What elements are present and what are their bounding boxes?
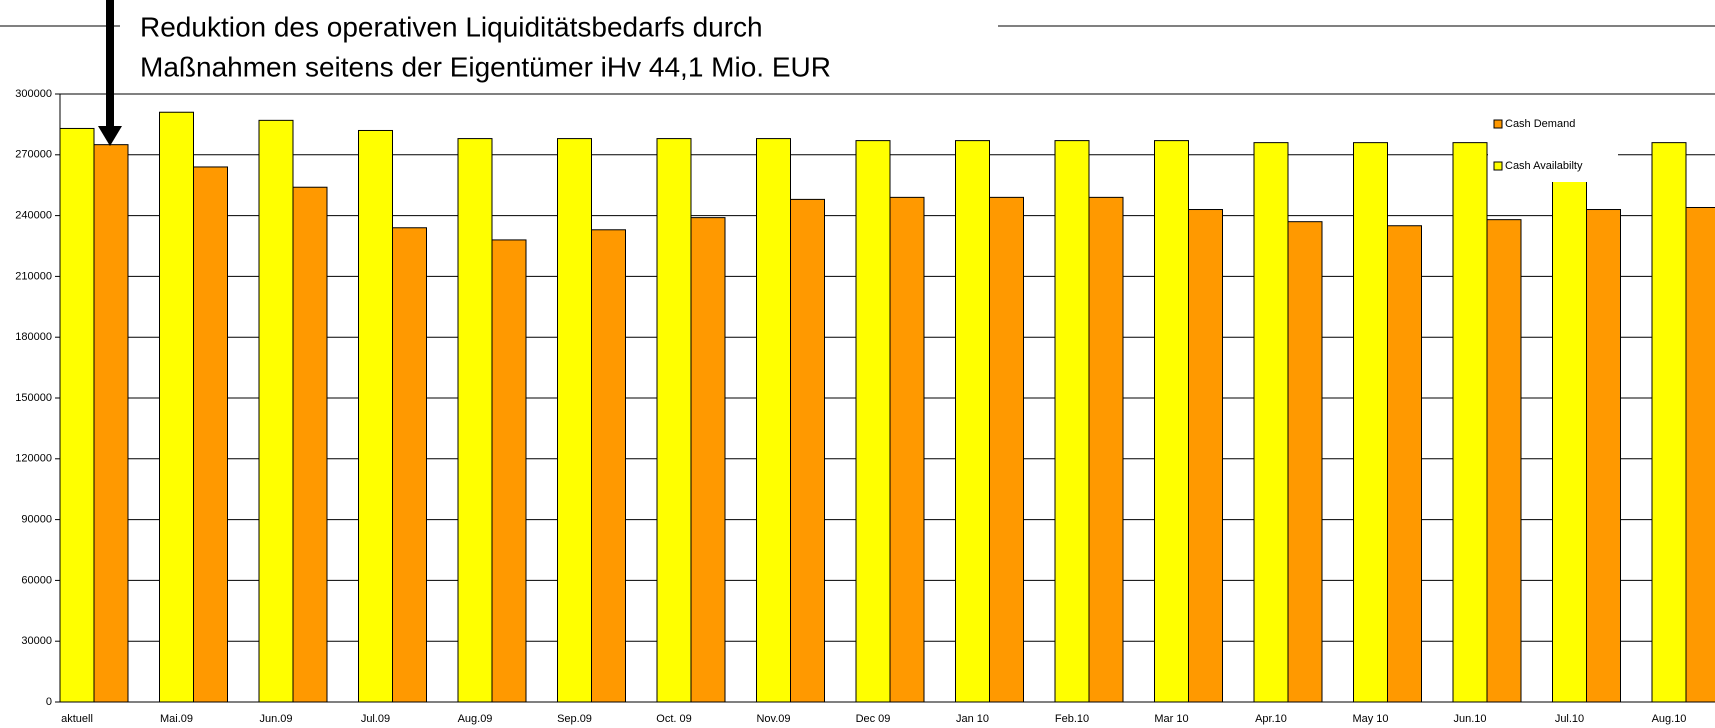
bar bbox=[457, 138, 493, 703]
legend-label: Cash Demand bbox=[1505, 118, 1575, 130]
x-tick-label: Jan 10 bbox=[956, 713, 989, 725]
bar bbox=[358, 129, 393, 703]
x-tick-label: Nov.09 bbox=[756, 713, 790, 725]
x-tick-label: Jun.10 bbox=[1453, 713, 1486, 725]
y-tick-label: 300000 bbox=[15, 88, 52, 100]
legend-swatch bbox=[1493, 119, 1503, 129]
bar bbox=[1387, 225, 1422, 703]
bar bbox=[59, 127, 95, 703]
bar bbox=[989, 196, 1024, 703]
bar bbox=[491, 239, 527, 703]
bar bbox=[591, 229, 626, 703]
legend-swatch bbox=[1493, 161, 1503, 171]
legend-label: Cash Availabilty bbox=[1505, 160, 1583, 172]
y-tick-label: 210000 bbox=[15, 270, 52, 282]
x-tick-label: Dec 09 bbox=[856, 713, 891, 725]
bar bbox=[790, 198, 825, 703]
x-tick-label: aktuell bbox=[61, 713, 93, 725]
bar bbox=[1586, 209, 1621, 703]
x-tick-label: Oct. 09 bbox=[656, 713, 691, 725]
x-tick-label: May 10 bbox=[1352, 713, 1388, 725]
x-tick-label: Jun.09 bbox=[259, 713, 292, 725]
bar bbox=[159, 111, 194, 703]
y-tick-label: 90000 bbox=[21, 514, 52, 526]
bar bbox=[557, 138, 592, 703]
annotation: Reduktion des operativen Liquiditätsbeda… bbox=[140, 11, 763, 42]
bar bbox=[1685, 206, 1715, 703]
annotation: Maßnahmen seitens der Eigentümer iHv 44,… bbox=[140, 51, 831, 82]
bar bbox=[1287, 221, 1323, 703]
y-tick-label: 30000 bbox=[21, 635, 52, 647]
x-tick-label: Mar 10 bbox=[1154, 713, 1188, 725]
x-tick-label: Aug.09 bbox=[458, 713, 493, 725]
x-tick-label: Apr.10 bbox=[1255, 713, 1287, 725]
y-tick-label: 60000 bbox=[21, 574, 52, 586]
bar bbox=[1188, 209, 1223, 703]
bar bbox=[855, 140, 891, 703]
y-tick-label: 180000 bbox=[15, 331, 52, 343]
bar bbox=[1054, 140, 1090, 703]
x-tick-label: Aug.10 bbox=[1652, 713, 1687, 725]
x-tick-label: Mai.09 bbox=[160, 713, 193, 725]
bar bbox=[690, 217, 726, 703]
bar bbox=[193, 166, 228, 703]
legend-box bbox=[1488, 112, 1618, 182]
arrow-shaft bbox=[106, 0, 114, 128]
bar bbox=[1253, 142, 1289, 703]
bar bbox=[1651, 142, 1687, 703]
bar bbox=[955, 140, 990, 703]
arrow-head bbox=[98, 126, 122, 146]
bar bbox=[656, 138, 692, 703]
bar bbox=[1486, 219, 1522, 703]
y-tick-label: 0 bbox=[46, 696, 52, 708]
bar bbox=[889, 196, 925, 703]
y-tick-label: 150000 bbox=[15, 392, 52, 404]
x-tick-label: Feb.10 bbox=[1055, 713, 1089, 725]
bar bbox=[756, 138, 791, 703]
x-tick-label: Sep.09 bbox=[557, 713, 592, 725]
bar bbox=[1353, 142, 1388, 703]
bar bbox=[93, 144, 129, 703]
x-tick-label: Jul.10 bbox=[1555, 713, 1584, 725]
bar bbox=[1088, 196, 1124, 703]
bar bbox=[392, 227, 427, 703]
bar bbox=[292, 186, 328, 703]
bar bbox=[258, 119, 294, 703]
y-tick-label: 270000 bbox=[15, 149, 52, 161]
bar bbox=[1154, 140, 1189, 703]
y-tick-label: 120000 bbox=[15, 453, 52, 465]
y-tick-label: 240000 bbox=[15, 210, 52, 222]
x-tick-label: Jul.09 bbox=[361, 713, 390, 725]
bar bbox=[1552, 142, 1587, 703]
bar bbox=[1452, 142, 1488, 703]
